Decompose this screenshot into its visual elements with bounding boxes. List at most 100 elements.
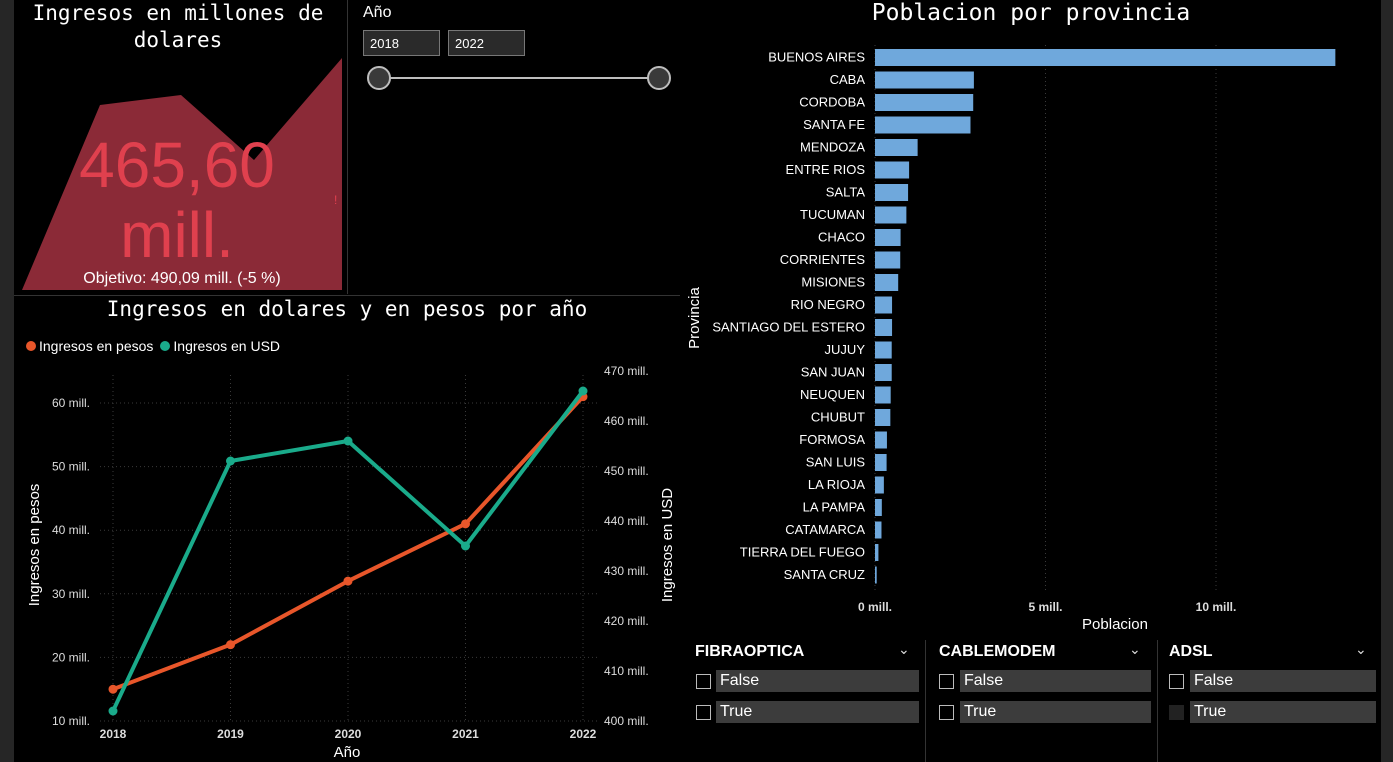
data-point-usd [226,456,235,466]
option-fibraoptica-true[interactable]: True [716,701,919,723]
y-left-tick-label: 50 mill. [52,460,90,474]
category-label: SAN JUAN [801,365,865,380]
chevron-down-icon[interactable]: ⌄ [898,641,910,657]
filter-title-cablemodem: CABLEMODEM [939,643,1056,660]
option-fibraoptica-false[interactable]: False [716,670,919,692]
bar [875,206,907,224]
x-tick-label: 0 mill. [858,600,892,614]
checkbox-fibraoptica-false[interactable] [696,674,711,689]
data-point-usd [343,436,353,446]
bar [875,409,891,426]
bar [875,274,899,291]
checkbox-fibraoptica-true[interactable] [696,705,711,720]
x-tick-label: 2020 [335,727,362,741]
x-tick-label: 2022 [570,727,597,741]
y-right-tick-label: 470 mill. [604,364,649,378]
bar [875,319,893,336]
checkbox-cablemodem-false[interactable] [939,674,954,689]
x-axis-title: Año [334,744,361,761]
category-label: CABA [830,72,866,87]
category-label: SAN LUIS [806,455,866,470]
y-right-tick-label: 410 mill. [604,664,649,678]
y-axis-title: Provincia [686,287,703,349]
chevron-down-icon[interactable]: ⌄ [1129,641,1141,657]
kpi-title: Ingresos en millones de dolares [32,1,324,52]
bar [875,566,877,584]
legend-label-usd: Ingresos en USD [173,338,281,354]
y-right-tick-label: 430 mill. [604,564,649,578]
category-label: RIO NEGRO [791,297,865,312]
year-slicer-label: Año [363,4,392,21]
kpi-value: 465,60 mill. [22,130,332,270]
bar [875,454,887,471]
category-label: CATAMARCA [785,522,865,537]
bar [875,49,1336,66]
checkbox-adsl-true[interactable] [1169,705,1184,720]
frame-right [1381,0,1393,762]
category-label: SANTA FE [803,117,865,132]
data-point-pesos [108,684,118,694]
bar [875,184,909,201]
option-adsl-false[interactable]: False [1190,670,1376,692]
y-left-tick-label: 20 mill. [52,650,90,664]
line-chart: 10 mill. 20 mill. 30 mill. 40 mill. 50 mill.… [26,364,676,761]
kpi-value-unit: mill. [120,199,234,271]
data-point-usd [108,706,118,716]
option-cablemodem-false[interactable]: False [960,670,1151,692]
year-end-input[interactable]: 2022 [448,30,525,56]
y-left-tick-label: 10 mill. [52,714,90,728]
category-label: LA PAMPA [803,500,866,515]
data-point-pesos [343,576,353,586]
x-tick-label: 10 mill. [1196,600,1237,614]
year-slider-start-handle[interactable] [367,66,391,90]
line-chart-title: Ingresos en dolares y en pesos por año [106,297,588,321]
y-right-tick-label: 460 mill. [604,414,649,428]
kpi-value-number: 465,60 [79,129,275,201]
y-left-tick-label: 40 mill. [52,523,90,537]
bar [875,161,910,179]
data-point-usd [461,541,470,551]
category-label: TIERRA DEL FUEGO [740,545,865,560]
category-label: FORMOSA [799,432,865,447]
category-label: NEUQUEN [800,387,865,402]
y-left-axis-title: Ingresos en pesos [26,484,43,607]
data-point-pesos [461,519,470,529]
option-adsl-true[interactable]: True [1190,701,1376,723]
bar [875,229,901,246]
year-start-input[interactable]: 2018 [363,30,440,56]
category-label: CORRIENTES [780,252,866,267]
checkbox-cablemodem-true[interactable] [939,705,954,720]
category-label: CHACO [818,230,865,245]
bar [875,116,971,134]
category-label: SALTA [826,185,866,200]
y-right-tick-label: 450 mill. [604,464,649,478]
year-slider-track[interactable] [380,77,660,79]
category-label: MENDOZA [800,140,865,155]
bar [875,431,887,449]
option-cablemodem-true[interactable]: True [960,701,1151,723]
y-right-axis-title: Ingresos en USD [659,488,676,602]
kpi-target: Objetivo: 490,09 mill. (-5 %) [83,270,281,287]
checkbox-adsl-false[interactable] [1169,674,1184,689]
kpi-card: ! [14,0,346,294]
category-label: BUENOS AIRES [768,50,865,65]
filter-title-fibraoptica: FIBRAOPTICA [695,643,805,660]
bar [875,139,918,156]
legend-marker-pesos [26,341,36,351]
bar [875,521,882,539]
y-left-tick-label: 30 mill. [52,587,90,601]
bar [875,94,974,111]
chevron-down-icon[interactable]: ⌄ [1355,641,1367,657]
x-tick-label: 5 mill. [1028,600,1062,614]
bar [875,544,879,561]
legend-marker-usd [160,341,171,351]
line-chart-legend: Ingresos en pesos Ingresos en USD [26,338,280,354]
year-slider-end-handle[interactable] [647,66,671,90]
y-left-tick-label: 60 mill. [52,396,90,410]
x-tick-label: 2021 [452,727,479,741]
bar [875,476,884,494]
bar [875,364,892,381]
category-label: ENTRE RIOS [786,162,866,177]
x-tick-label: 2019 [217,727,244,741]
category-label: LA RIOJA [808,477,865,492]
